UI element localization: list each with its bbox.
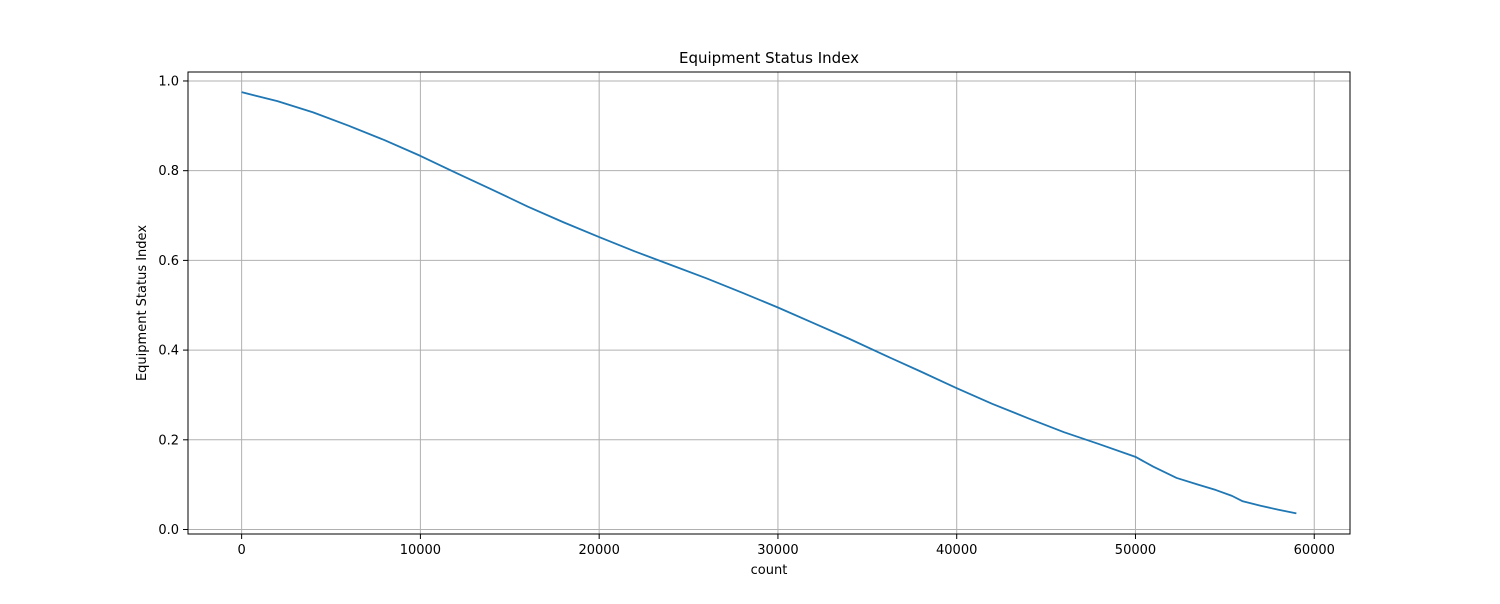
x-tick-label: 40000 — [936, 543, 977, 558]
series-line — [241, 91, 1297, 515]
y-tick-label: 0.8 — [158, 164, 179, 179]
series-layer — [241, 91, 1297, 515]
y-tick-label: 0.0 — [158, 523, 179, 538]
chart-title: Equipment Status Index — [679, 49, 859, 67]
x-tick-label: 10000 — [400, 543, 441, 558]
y-tick-label: 0.6 — [158, 254, 179, 269]
y-axis-label: Equipment Status Index — [135, 225, 150, 381]
axes-frame — [187, 71, 1351, 535]
x-tick-label: 0 — [237, 543, 245, 558]
x-tick-label: 50000 — [1115, 543, 1156, 558]
x-axis-label: count — [751, 563, 788, 578]
y-axis: 0.0 0.2 0.4 0.6 0.8 1.0 — [158, 74, 188, 538]
x-tick-label: 30000 — [757, 543, 798, 558]
x-tick-label: 20000 — [578, 543, 619, 558]
y-tick-label: 0.4 — [158, 344, 179, 359]
y-tick-label: 0.2 — [158, 433, 179, 448]
x-tick-label: 60000 — [1294, 543, 1335, 558]
x-axis: 0 10000 20000 30000 40000 50000 60000 — [237, 534, 1335, 558]
grid-layer — [188, 72, 1350, 534]
y-tick-label: 1.0 — [158, 74, 179, 89]
